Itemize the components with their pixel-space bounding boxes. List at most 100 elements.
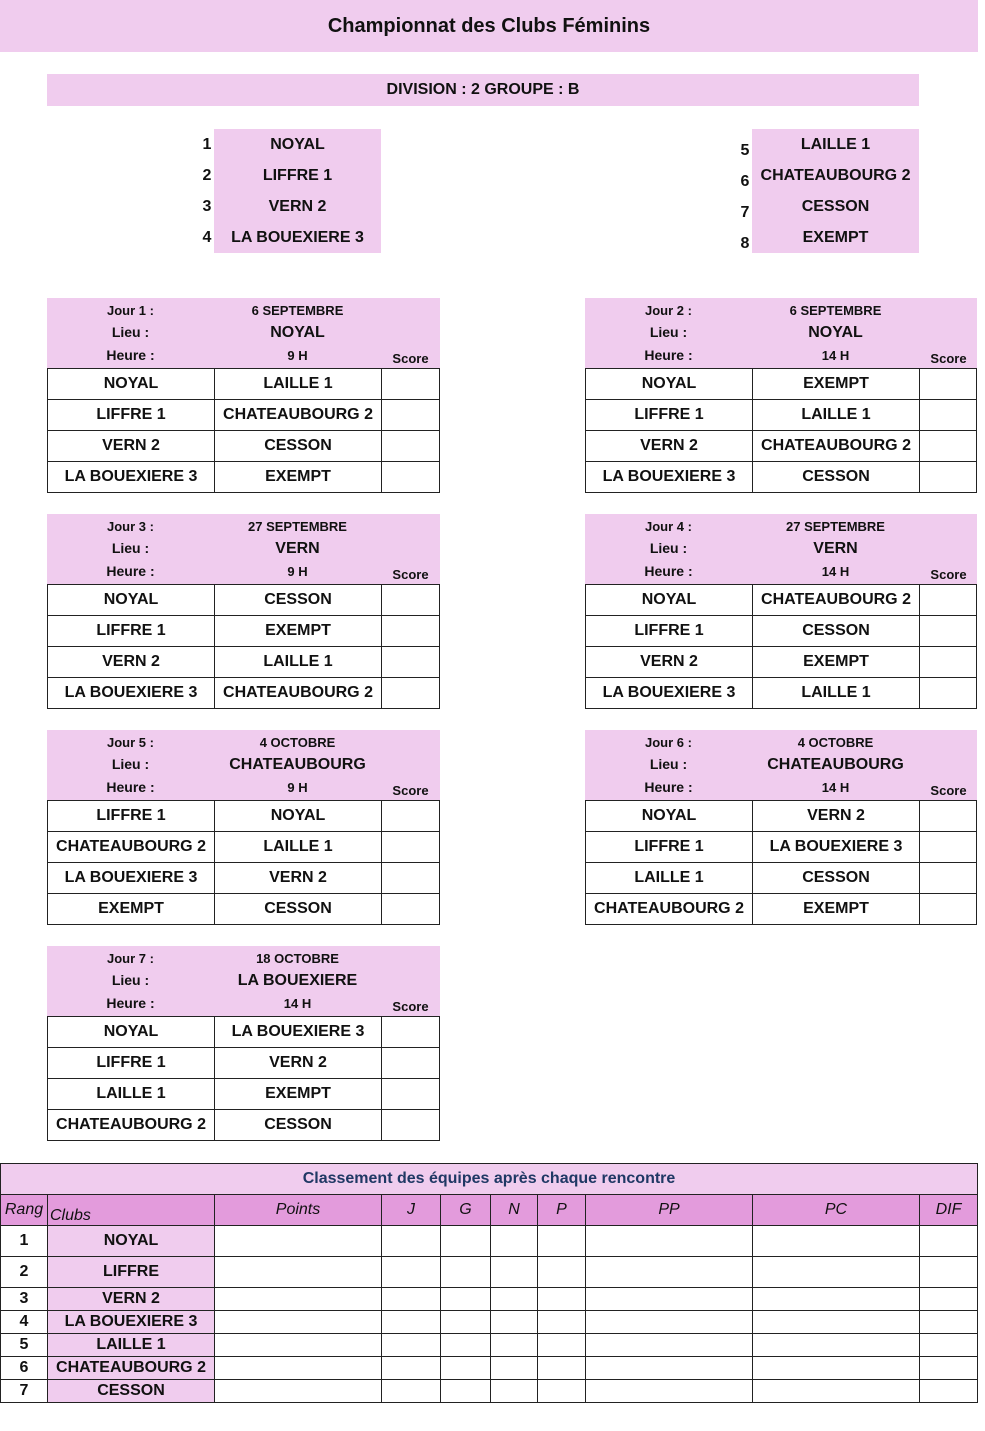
stat-cell[interactable] [381, 1256, 441, 1288]
stat-cell[interactable] [752, 1379, 920, 1403]
stat-cell[interactable] [537, 1356, 586, 1380]
score-cell[interactable] [381, 800, 440, 832]
stat-cell[interactable] [214, 1333, 382, 1357]
stat-cell[interactable] [214, 1256, 382, 1288]
score-cell[interactable] [381, 1078, 440, 1110]
stat-cell[interactable] [585, 1310, 753, 1334]
stat-cell[interactable] [490, 1225, 538, 1257]
lieu-label: Lieu : [649, 540, 688, 556]
score-cell[interactable] [381, 1047, 440, 1079]
score-cell[interactable] [381, 1016, 440, 1048]
stat-cell[interactable] [919, 1287, 978, 1311]
stat-cell[interactable] [752, 1287, 920, 1311]
score-cell[interactable] [919, 677, 977, 709]
stat-cell[interactable] [919, 1379, 978, 1403]
day-date: 6 SEPTEMBRE [251, 302, 344, 318]
score-cell[interactable] [381, 399, 440, 431]
score-cell[interactable] [919, 893, 977, 925]
club-name: VERN 2 [47, 1287, 215, 1311]
stat-cell[interactable] [440, 1310, 491, 1334]
stat-cell[interactable] [440, 1333, 491, 1357]
score-cell[interactable] [381, 646, 440, 678]
score-cell[interactable] [381, 461, 440, 493]
stat-cell[interactable] [214, 1310, 382, 1334]
score-cell[interactable] [381, 831, 440, 863]
score-cell[interactable] [919, 430, 977, 462]
rank: 7 [0, 1379, 48, 1403]
score-cell[interactable] [919, 584, 977, 616]
stat-cell[interactable] [440, 1256, 491, 1288]
stat-cell[interactable] [585, 1287, 753, 1311]
team-name: LAILLE 1 [752, 129, 919, 160]
score-cell[interactable] [381, 615, 440, 647]
stat-cell[interactable] [381, 1379, 441, 1403]
stat-cell[interactable] [585, 1356, 753, 1380]
stat-cell[interactable] [381, 1225, 441, 1257]
score-cell[interactable] [381, 1109, 440, 1141]
stat-cell[interactable] [919, 1225, 978, 1257]
stat-cell[interactable] [585, 1333, 753, 1357]
stat-cell[interactable] [919, 1256, 978, 1288]
score-cell[interactable] [919, 615, 977, 647]
score-cell[interactable] [381, 430, 440, 462]
score-cell[interactable] [919, 800, 977, 832]
stat-cell[interactable] [919, 1333, 978, 1357]
stat-cell[interactable] [440, 1287, 491, 1311]
stat-cell[interactable] [440, 1379, 491, 1403]
stat-cell[interactable] [585, 1379, 753, 1403]
stat-cell[interactable] [919, 1356, 978, 1380]
score-cell[interactable] [919, 399, 977, 431]
score-cell[interactable] [919, 461, 977, 493]
stat-cell[interactable] [752, 1333, 920, 1357]
stat-cell[interactable] [537, 1225, 586, 1257]
stat-cell[interactable] [490, 1310, 538, 1334]
home-team: LIFFRE 1 [47, 615, 215, 647]
stat-cell[interactable] [214, 1287, 382, 1311]
stat-cell[interactable] [214, 1225, 382, 1257]
stat-cell[interactable] [585, 1256, 753, 1288]
score-cell[interactable] [919, 831, 977, 863]
stat-cell[interactable] [381, 1310, 441, 1334]
home-team: LIFFRE 1 [47, 399, 215, 431]
score-cell[interactable] [919, 646, 977, 678]
stat-cell[interactable] [537, 1333, 586, 1357]
score-cell[interactable] [381, 368, 440, 400]
heure-label: Heure : [644, 779, 693, 795]
team-number: 1 [202, 135, 212, 153]
stat-cell[interactable] [752, 1356, 920, 1380]
stat-cell[interactable] [440, 1225, 491, 1257]
score-cell[interactable] [381, 584, 440, 616]
stat-cell[interactable] [214, 1379, 382, 1403]
stat-cell[interactable] [752, 1225, 920, 1257]
home-team: LA BOUEXIERE 3 [585, 461, 753, 493]
day-time: 14 H [821, 563, 850, 579]
score-cell[interactable] [381, 893, 440, 925]
score-cell[interactable] [381, 677, 440, 709]
stat-cell[interactable] [381, 1287, 441, 1311]
stat-cell[interactable] [214, 1356, 382, 1380]
stat-cell[interactable] [537, 1310, 586, 1334]
club-name: LAILLE 1 [47, 1333, 215, 1357]
stat-cell[interactable] [585, 1225, 753, 1257]
stat-cell[interactable] [752, 1310, 920, 1334]
score-cell[interactable] [919, 368, 977, 400]
stat-cell[interactable] [490, 1379, 538, 1403]
stat-cell[interactable] [537, 1379, 586, 1403]
stat-cell[interactable] [752, 1256, 920, 1288]
stat-cell[interactable] [490, 1256, 538, 1288]
stat-cell[interactable] [381, 1356, 441, 1380]
score-cell[interactable] [381, 862, 440, 894]
club-name: LIFFRE [47, 1256, 215, 1288]
day-date: 27 SEPTEMBRE [786, 518, 885, 534]
score-cell[interactable] [919, 862, 977, 894]
stat-cell[interactable] [490, 1356, 538, 1380]
score-label: Score [930, 782, 967, 798]
stat-cell[interactable] [440, 1356, 491, 1380]
stat-cell[interactable] [381, 1333, 441, 1357]
day-venue: VERN [813, 540, 858, 557]
stat-cell[interactable] [490, 1333, 538, 1357]
stat-cell[interactable] [537, 1256, 586, 1288]
stat-cell[interactable] [919, 1310, 978, 1334]
stat-cell[interactable] [490, 1287, 538, 1311]
stat-cell[interactable] [537, 1287, 586, 1311]
